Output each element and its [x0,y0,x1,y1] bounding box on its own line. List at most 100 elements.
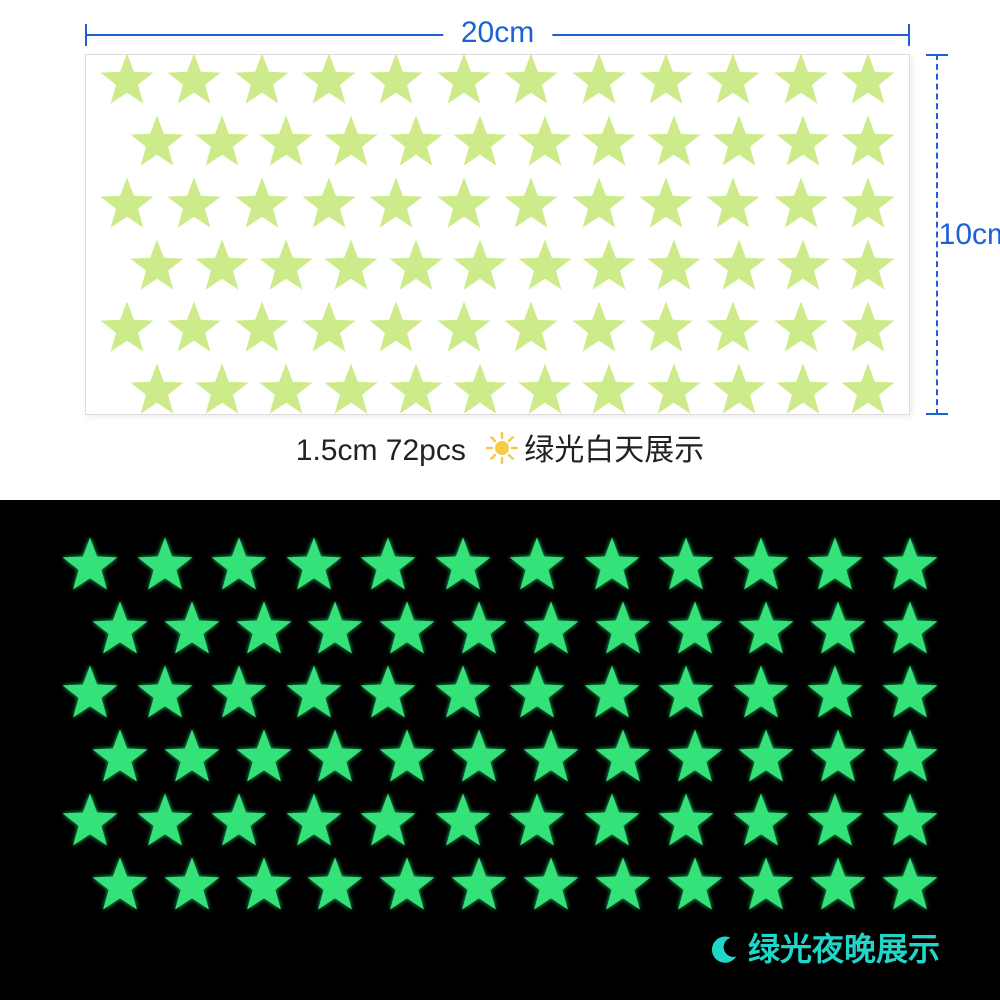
width-label: 20cm [443,16,552,50]
star-icon [98,299,156,357]
day-mode-label: 绿光白天展示 [524,434,704,467]
star-icon [665,599,725,659]
star-row [98,237,897,295]
star-icon [637,175,695,233]
star-icon [193,361,251,419]
star-icon [300,299,358,357]
star-icon [98,175,156,233]
star-icon [60,663,120,723]
star-icon [358,535,418,595]
star-icon [507,535,567,595]
star-icon [593,599,653,659]
star-icon [645,237,703,295]
star-icon [570,51,628,109]
star-icon [665,727,725,787]
star-icon [322,113,380,171]
star-icon [387,113,445,171]
star-icon [731,535,791,595]
star-icon [128,361,186,419]
star-icon [165,51,223,109]
star-icon [284,663,344,723]
star-icon [704,299,762,357]
day-panel: 20cm 10cm 1.5cm 72pcs 绿光白天展示 [0,0,1000,500]
star-icon [570,299,628,357]
star-row [60,599,940,659]
star-icon [449,727,509,787]
star-icon [257,361,315,419]
star-icon [582,791,642,851]
star-icon [135,791,195,851]
night-mode-label: 绿光夜晚展示 [748,931,940,967]
star-icon [656,663,716,723]
height-label: 10cm [939,218,1000,252]
star-row [98,361,897,419]
star-icon [305,599,365,659]
star-icon [128,113,186,171]
star-icon [774,113,832,171]
star-icon [880,727,940,787]
star-icon [880,535,940,595]
star-icon [193,113,251,171]
star-icon [593,855,653,915]
star-icon [502,175,560,233]
star-icon [305,855,365,915]
star-icon [839,175,897,233]
star-icon [367,175,425,233]
star-icon [377,599,437,659]
star-icon [90,855,150,915]
height-dimension: 10cm [922,54,952,415]
night-panel: 绿光夜晚展示 [0,500,1000,1000]
star-icon [570,175,628,233]
star-icon [165,299,223,357]
star-icon [128,237,186,295]
star-icon [135,663,195,723]
star-icon [233,175,291,233]
size-count-label: 1.5cm 72pcs [296,434,466,467]
star-icon [710,237,768,295]
star-icon [521,599,581,659]
star-icon [507,663,567,723]
star-icon [451,237,509,295]
star-icon [162,855,222,915]
star-icon [233,299,291,357]
star-row [60,727,940,787]
star-icon [516,113,574,171]
star-icon [880,791,940,851]
star-icon [516,237,574,295]
star-icon [839,113,897,171]
star-icon [731,791,791,851]
star-icon [656,791,716,851]
star-icon [502,51,560,109]
star-icon [433,791,493,851]
star-icon [839,361,897,419]
star-icon [637,51,695,109]
star-icon [305,727,365,787]
star-icon [135,535,195,595]
star-icon [645,361,703,419]
star-icon [582,663,642,723]
sun-icon [486,432,518,472]
star-icon [839,51,897,109]
star-icon [774,237,832,295]
star-icon [387,361,445,419]
star-icon [805,663,865,723]
sticker-sheet-day [85,54,910,415]
star-row [98,113,897,171]
day-caption: 1.5cm 72pcs 绿光白天展示 [0,425,1000,472]
star-row [98,51,897,109]
star-icon [736,599,796,659]
star-row [60,663,940,723]
moon-icon [710,934,740,972]
star-icon [433,535,493,595]
star-icon [358,663,418,723]
star-row [60,791,940,851]
star-row [60,535,940,595]
star-icon [300,175,358,233]
star-icon [435,51,493,109]
star-icon [582,535,642,595]
star-icon [637,299,695,357]
star-icon [580,361,638,419]
star-icon [808,599,868,659]
star-icon [358,791,418,851]
star-icon [90,599,150,659]
